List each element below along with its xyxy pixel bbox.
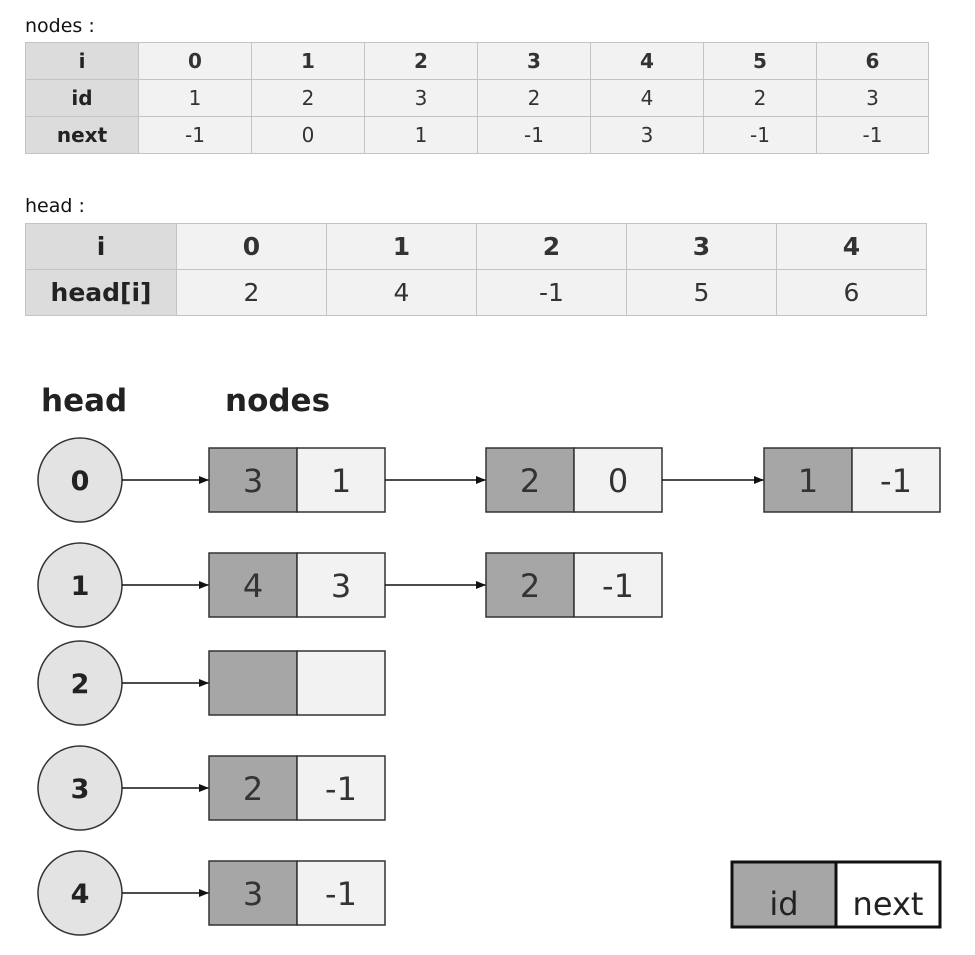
nodes-id-cell: 2: [251, 79, 365, 117]
nodes-row-label-id: id: [25, 79, 139, 117]
head-index-label: 4: [71, 879, 90, 910]
nodes-id-cell: 2: [703, 79, 817, 117]
head-row-i: i 0 1 2 3 4: [25, 223, 927, 270]
node-next-cell: [573, 552, 663, 618]
nodes-next-cell: -1: [816, 116, 929, 154]
node-id-cell: [208, 650, 298, 716]
nodes-i-cell: 2: [364, 42, 478, 80]
diagram-nodes-label: nodes: [225, 383, 330, 419]
list-row: 0 3 1 2 0 1 -1: [37, 437, 941, 523]
head-value-cell: 5: [626, 269, 777, 316]
node-next-value: 0: [608, 462, 628, 500]
nodes-table-caption: nodes :: [25, 15, 95, 37]
node-next-value: -1: [325, 875, 357, 913]
head-table: i 0 1 2 3 4 head[i] 2 4 -1 5 6: [25, 223, 927, 316]
head-row-values: head[i] 2 4 -1 5 6: [25, 269, 927, 316]
nodes-next-cell: -1: [138, 116, 252, 154]
nodes-table: i 0 1 2 3 4 5 6 id 1 2 3 2 4 2 3 next -1…: [25, 42, 929, 154]
node-id-value: 1: [798, 462, 818, 500]
head-value-cell: -1: [476, 269, 627, 316]
legend-id-label: id: [769, 885, 798, 923]
legend-next-label: next: [853, 885, 924, 923]
diagram-head-label: head: [41, 383, 127, 419]
list-row: 3 2 -1: [37, 745, 386, 831]
nodes-next-cell: 0: [251, 116, 365, 154]
head-value-cell: 2: [176, 269, 327, 316]
nodes-id-cell: 3: [816, 79, 929, 117]
list-row: 2: [37, 640, 386, 726]
nodes-row-id: id 1 2 3 2 4 2 3: [25, 79, 929, 117]
node-next-cell: [296, 447, 386, 513]
head-value-cell: 6: [776, 269, 927, 316]
node-next-value: -1: [325, 770, 357, 808]
node-next-cell: [296, 650, 386, 716]
nodes-i-cell: 6: [816, 42, 929, 80]
head-index-label: 2: [71, 669, 90, 700]
list-row: 1 4 3 2 -1: [37, 542, 663, 628]
lists-layer: 0 3 1 2 0 1 -1 1 4 3 2 -1 2 3 2 -1 4 3 -1: [37, 437, 941, 936]
nodes-i-cell: 1: [251, 42, 365, 80]
head-index-label: 0: [71, 466, 90, 497]
nodes-next-cell: -1: [477, 116, 591, 154]
nodes-id-cell: 4: [590, 79, 704, 117]
node-next-cell: [296, 755, 386, 821]
legend-next-box: [834, 860, 942, 929]
node-next-cell: [851, 447, 941, 513]
node-id-value: 2: [520, 567, 540, 605]
node-id-value: 2: [243, 770, 263, 808]
head-row-label-values: head[i]: [25, 269, 177, 316]
head-table-caption: head :: [25, 195, 85, 217]
head-index-label: 3: [71, 774, 90, 805]
nodes-row-i: i 0 1 2 3 4 5 6: [25, 42, 929, 80]
nodes-i-cell: 4: [590, 42, 704, 80]
nodes-id-cell: 2: [477, 79, 591, 117]
node-next-value: -1: [880, 462, 912, 500]
head-i-cell: 4: [776, 223, 927, 270]
node-id-cell: [208, 552, 298, 618]
node-id-value: 4: [243, 567, 263, 605]
nodes-next-cell: -1: [703, 116, 817, 154]
nodes-i-cell: 5: [703, 42, 817, 80]
nodes-next-cell: 3: [590, 116, 704, 154]
list-row: 4 3 -1: [37, 850, 386, 936]
nodes-i-cell: 3: [477, 42, 591, 80]
nodes-row-label-next: next: [25, 116, 139, 154]
head-value-cell: 4: [326, 269, 477, 316]
node-next-value: 3: [331, 567, 351, 605]
nodes-row-next: next -1 0 1 -1 3 -1 -1: [25, 116, 929, 154]
head-index-label: 1: [71, 571, 90, 602]
head-i-cell: 3: [626, 223, 777, 270]
node-id-value: 3: [243, 462, 263, 500]
nodes-i-cell: 0: [138, 42, 252, 80]
node-next-value: -1: [602, 567, 634, 605]
head-i-cell: 0: [176, 223, 327, 270]
node-next-value: 1: [331, 462, 351, 500]
head-row-label-i: i: [25, 223, 177, 270]
node-id-value: 3: [243, 875, 263, 913]
nodes-next-cell: 1: [364, 116, 478, 154]
head-i-cell: 2: [476, 223, 627, 270]
node-next-cell: [296, 860, 386, 926]
legend: id next: [730, 860, 942, 929]
node-next-cell: [573, 447, 663, 513]
nodes-id-cell: 1: [138, 79, 252, 117]
legend-id-box: [730, 860, 838, 929]
node-id-value: 2: [520, 462, 540, 500]
node-id-cell: [208, 447, 298, 513]
node-id-cell: [763, 447, 853, 513]
head-i-cell: 1: [326, 223, 477, 270]
